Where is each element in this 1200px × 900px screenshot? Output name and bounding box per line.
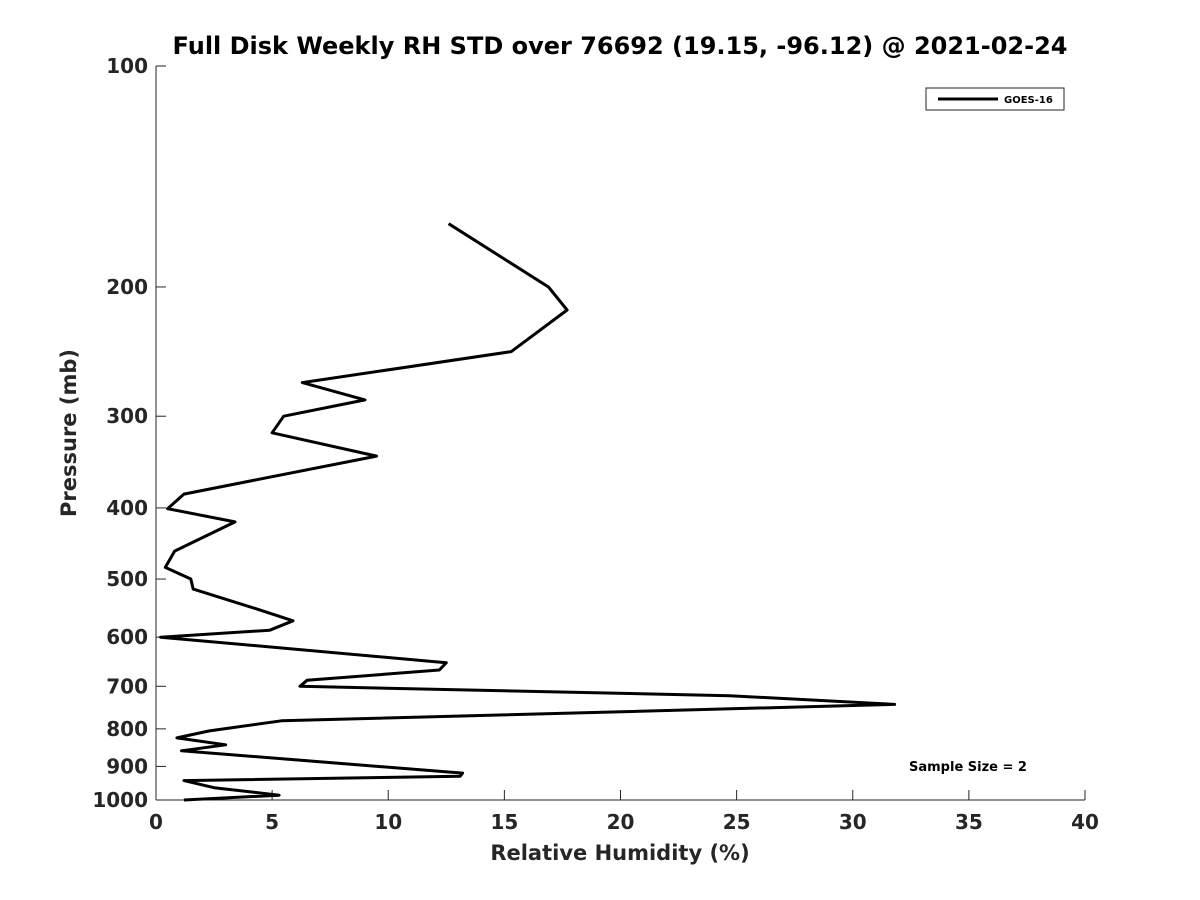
y-tick-label: 900 — [106, 754, 148, 778]
x-tick-label: 25 — [723, 810, 751, 834]
x-tick-label: 40 — [1071, 810, 1099, 834]
y-tick-label: 600 — [106, 625, 148, 649]
y-axis-label: Pressure (mb) — [57, 349, 81, 517]
y-tick-label: 500 — [106, 567, 148, 591]
x-tick-label: 10 — [374, 810, 402, 834]
x-tick-label: 0 — [149, 810, 163, 834]
x-tick-label: 35 — [955, 810, 983, 834]
y-tick-label: 200 — [106, 275, 148, 299]
x-tick-label: 20 — [607, 810, 635, 834]
axes — [155, 66, 1085, 801]
chart-title: Full Disk Weekly RH STD over 76692 (19.1… — [173, 32, 1068, 60]
y-tick-label: 400 — [106, 496, 148, 520]
y-tick-label: 100 — [106, 54, 148, 78]
y-tick-label: 700 — [106, 674, 148, 698]
x-axis-label: Relative Humidity (%) — [490, 841, 749, 865]
y-tick-label: 1000 — [92, 788, 148, 812]
x-tick-label: 15 — [490, 810, 518, 834]
x-tick-label: 5 — [265, 810, 279, 834]
y-ticks: 100 200 300 400 500 600 700 800 900 1000 — [92, 54, 166, 812]
series-line-goes16 — [159, 222, 897, 802]
y-tick-label: 300 — [106, 404, 148, 428]
series-layer — [159, 222, 897, 802]
legend-entry-goes16: GOES-16 — [1004, 95, 1053, 106]
x-ticks: 0 5 10 15 20 25 30 35 40 — [149, 790, 1099, 834]
x-tick-label: 30 — [839, 810, 867, 834]
legend: GOES-16 — [925, 87, 1065, 111]
y-tick-label: 800 — [106, 717, 148, 741]
sample-size-annotation: Sample Size = 2 — [909, 760, 1027, 775]
